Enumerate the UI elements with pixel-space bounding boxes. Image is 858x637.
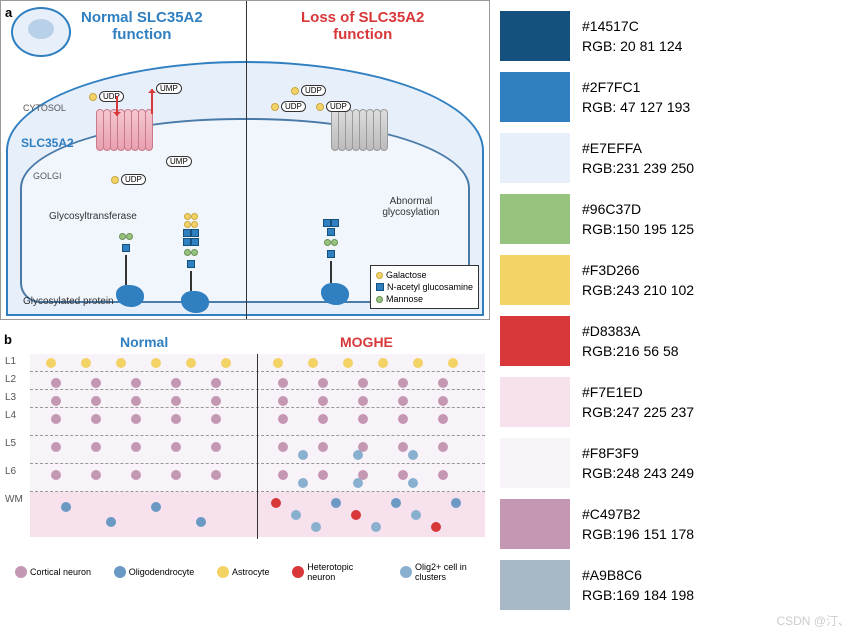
legend-label: Oligodendrocyte bbox=[129, 567, 195, 577]
swatch-text: #F7E1EDRGB:247 225 237 bbox=[570, 382, 694, 422]
swatch-row: #F3D266RGB:243 210 102 bbox=[490, 252, 858, 308]
udp-dot-r3 bbox=[316, 103, 324, 111]
swatch-text: #96C37DRGB:150 195 125 bbox=[570, 199, 694, 239]
transporter-active bbox=[96, 109, 166, 154]
cell-legend: Cortical neuron Oligodendrocyte Astrocyte H… bbox=[15, 562, 485, 582]
udp-dot-2 bbox=[111, 176, 119, 184]
panel-b: b Normal MOGHE L1 L2 L3 L4 L5 L6 WM Cortical n… bbox=[0, 324, 490, 584]
legend-icon bbox=[114, 566, 126, 578]
leg-gal: Galactose bbox=[386, 269, 427, 281]
leg-cr: Mannose bbox=[386, 293, 423, 305]
legend-item: Astrocyte bbox=[217, 562, 270, 582]
sugar-legend: Galactose N-acetyl glucosamine Mannose bbox=[370, 265, 479, 309]
layer-label: L4 bbox=[5, 410, 16, 421]
swatch-text: #A9B8C6RGB:169 184 198 bbox=[570, 565, 694, 605]
legend-icon bbox=[217, 566, 229, 578]
glycan-left-2 bbox=[181, 213, 201, 313]
udp-tag: UDP bbox=[99, 91, 124, 102]
legend-label: Cortical neuron bbox=[30, 567, 91, 577]
arrow-up bbox=[151, 89, 153, 114]
layer-label: L2 bbox=[5, 374, 16, 385]
watermark: CSDN @汀、 bbox=[776, 612, 850, 629]
udp-tag-r2: UDP bbox=[281, 101, 306, 112]
layer-label: L6 bbox=[5, 466, 16, 477]
swatch-text: #F8F3F9RGB:248 243 249 bbox=[570, 443, 694, 483]
udp-tag-2: UDP bbox=[121, 174, 146, 185]
glycan-right bbox=[321, 219, 341, 305]
swatch-row: #2F7FC1RGB: 47 127 193 bbox=[490, 69, 858, 125]
udp-dot bbox=[89, 93, 97, 101]
swatch-row: #A9B8C6RGB:169 184 198 bbox=[490, 557, 858, 613]
panel-b-title-left: Normal bbox=[120, 334, 168, 350]
arrow-down bbox=[116, 96, 118, 116]
transporter-inactive bbox=[331, 109, 401, 154]
swatch-row: #E7EFFARGB:231 239 250 bbox=[490, 130, 858, 186]
cell-icon bbox=[11, 7, 71, 57]
color-swatch bbox=[500, 377, 570, 427]
color-swatch bbox=[500, 438, 570, 488]
legend-label: Heterotopic neuron bbox=[307, 562, 377, 582]
panel-a: a Normal SLC35A2 function Loss of SLC35A… bbox=[0, 0, 490, 320]
glycosyltransferase-label: Glycosyltransferase bbox=[49, 211, 137, 222]
panel-b-label: b bbox=[4, 332, 12, 347]
panel-a-divider bbox=[246, 1, 247, 319]
layer-label: WM bbox=[5, 494, 23, 505]
legend-label: Olig2+ cell in clusters bbox=[415, 562, 485, 582]
swatch-text: #D8383ARGB:216 56 58 bbox=[570, 321, 679, 361]
legend-label: Astrocyte bbox=[232, 567, 270, 577]
color-swatch bbox=[500, 316, 570, 366]
legend-icon bbox=[292, 566, 304, 578]
glycan-left-1 bbox=[116, 231, 136, 307]
swatch-text: #F3D266RGB:243 210 102 bbox=[570, 260, 694, 300]
color-swatch bbox=[500, 72, 570, 122]
layer-label: L1 bbox=[5, 356, 16, 367]
legend-item: Heterotopic neuron bbox=[292, 562, 377, 582]
ump-tag-2: UMP bbox=[166, 156, 192, 167]
udp-tag-r1: UDP bbox=[301, 85, 326, 96]
main-container: a Normal SLC35A2 function Loss of SLC35A… bbox=[0, 0, 858, 637]
leg-sq: N-acetyl glucosamine bbox=[387, 281, 473, 293]
swatch-text: #2F7FC1RGB: 47 127 193 bbox=[570, 77, 690, 117]
glycosylated-protein-label: Glycosylated protein bbox=[23, 296, 114, 307]
color-swatch bbox=[500, 560, 570, 610]
swatch-row: #F7E1EDRGB:247 225 237 bbox=[490, 374, 858, 430]
panel-a-label: a bbox=[5, 5, 12, 20]
ump-tag: UMP bbox=[156, 83, 182, 94]
legend-item: Olig2+ cell in clusters bbox=[400, 562, 485, 582]
panel-b-divider bbox=[257, 354, 258, 539]
legend-item: Oligodendrocyte bbox=[114, 562, 195, 582]
panel-b-title-right: MOGHE bbox=[340, 334, 393, 350]
panel-a-title-right: Loss of SLC35A2 function bbox=[301, 9, 424, 43]
golgi-label: GOLGI bbox=[33, 171, 62, 181]
figure-panel: a Normal SLC35A2 function Loss of SLC35A… bbox=[0, 0, 490, 637]
swatch-text: #14517CRGB: 20 81 124 bbox=[570, 16, 682, 56]
legend-icon bbox=[15, 566, 27, 578]
udp-dot-r1 bbox=[291, 87, 299, 95]
legend-icon bbox=[400, 566, 412, 578]
swatch-text: #C497B2RGB:196 151 178 bbox=[570, 504, 694, 544]
panel-a-title-left: Normal SLC35A2 function bbox=[81, 9, 203, 43]
color-swatch bbox=[500, 499, 570, 549]
cytosol-label: CYTOSOL bbox=[23, 103, 66, 113]
layer-label: L5 bbox=[5, 438, 16, 449]
swatch-row: #D8383ARGB:216 56 58 bbox=[490, 313, 858, 369]
legend-item: Cortical neuron bbox=[15, 562, 91, 582]
swatch-row: #96C37DRGB:150 195 125 bbox=[490, 191, 858, 247]
udp-dot-r2 bbox=[271, 103, 279, 111]
swatch-text: #E7EFFARGB:231 239 250 bbox=[570, 138, 694, 178]
color-swatch bbox=[500, 255, 570, 305]
swatch-row: #F8F3F9RGB:248 243 249 bbox=[490, 435, 858, 491]
layer-label: L3 bbox=[5, 392, 16, 403]
color-palette: #14517CRGB: 20 81 124 #2F7FC1RGB: 47 127… bbox=[490, 0, 858, 637]
swatch-row: #C497B2RGB:196 151 178 bbox=[490, 496, 858, 552]
color-swatch bbox=[500, 11, 570, 61]
slc-label: SLC35A2 bbox=[21, 136, 74, 150]
color-swatch bbox=[500, 133, 570, 183]
swatch-row: #14517CRGB: 20 81 124 bbox=[490, 8, 858, 64]
color-swatch bbox=[500, 194, 570, 244]
abnormal-glyc-label: Abnormal glycosylation bbox=[371, 196, 451, 218]
udp-tag-r3: UDP bbox=[326, 101, 351, 112]
